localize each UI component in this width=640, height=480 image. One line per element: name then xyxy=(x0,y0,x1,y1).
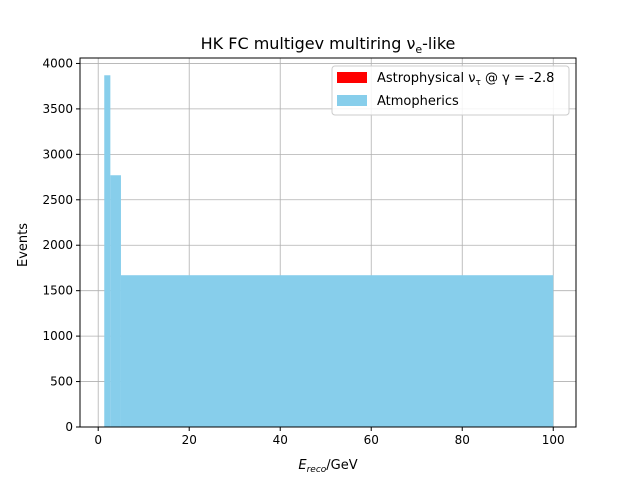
legend-swatch-astrophysical xyxy=(337,72,367,83)
x-tick-label: 0 xyxy=(94,433,102,447)
legend-swatch-atmopherics xyxy=(337,95,367,106)
histogram-bar xyxy=(120,275,554,427)
x-axis-ticks: 0 20 40 60 80 100 xyxy=(94,427,565,447)
y-axis-label: Events xyxy=(16,223,31,267)
x-tick-label: 20 xyxy=(182,433,197,447)
y-axis-ticks: 0 500 1000 1500 2000 2500 3000 3500 4000 xyxy=(42,56,80,434)
y-tick-label: 500 xyxy=(50,375,73,389)
legend-label-astrophysical: Astrophysical ντ @ γ = -2.8 xyxy=(377,71,554,88)
histogram-bar xyxy=(110,175,121,427)
x-tick-label: 60 xyxy=(364,433,379,447)
histogram-bar xyxy=(104,75,111,428)
y-tick-label: 1500 xyxy=(42,284,73,298)
plot-frame xyxy=(79,57,577,428)
histogram-bars xyxy=(104,75,554,428)
x-tick-label: 40 xyxy=(273,433,288,447)
x-axis-label: Ereco/GeV xyxy=(298,458,357,475)
y-tick-label: 3500 xyxy=(42,102,73,116)
legend: Astrophysical ντ @ γ = -2.8 Atmopherics xyxy=(331,65,570,116)
chart-title: HK FC multigev multiring νe-like xyxy=(201,34,456,56)
y-tick-label: 3000 xyxy=(42,147,73,161)
y-tick-label: 2500 xyxy=(42,193,73,207)
x-tick-label: 80 xyxy=(455,433,470,447)
legend-label-atmopherics: Atmopherics xyxy=(377,94,459,109)
y-tick-label: 4000 xyxy=(42,56,73,70)
y-tick-label: 0 xyxy=(65,420,73,434)
legend-box xyxy=(331,65,570,116)
y-tick-label: 1000 xyxy=(42,329,73,343)
x-tick-label: 100 xyxy=(542,433,565,447)
y-tick-label: 2000 xyxy=(42,238,73,252)
